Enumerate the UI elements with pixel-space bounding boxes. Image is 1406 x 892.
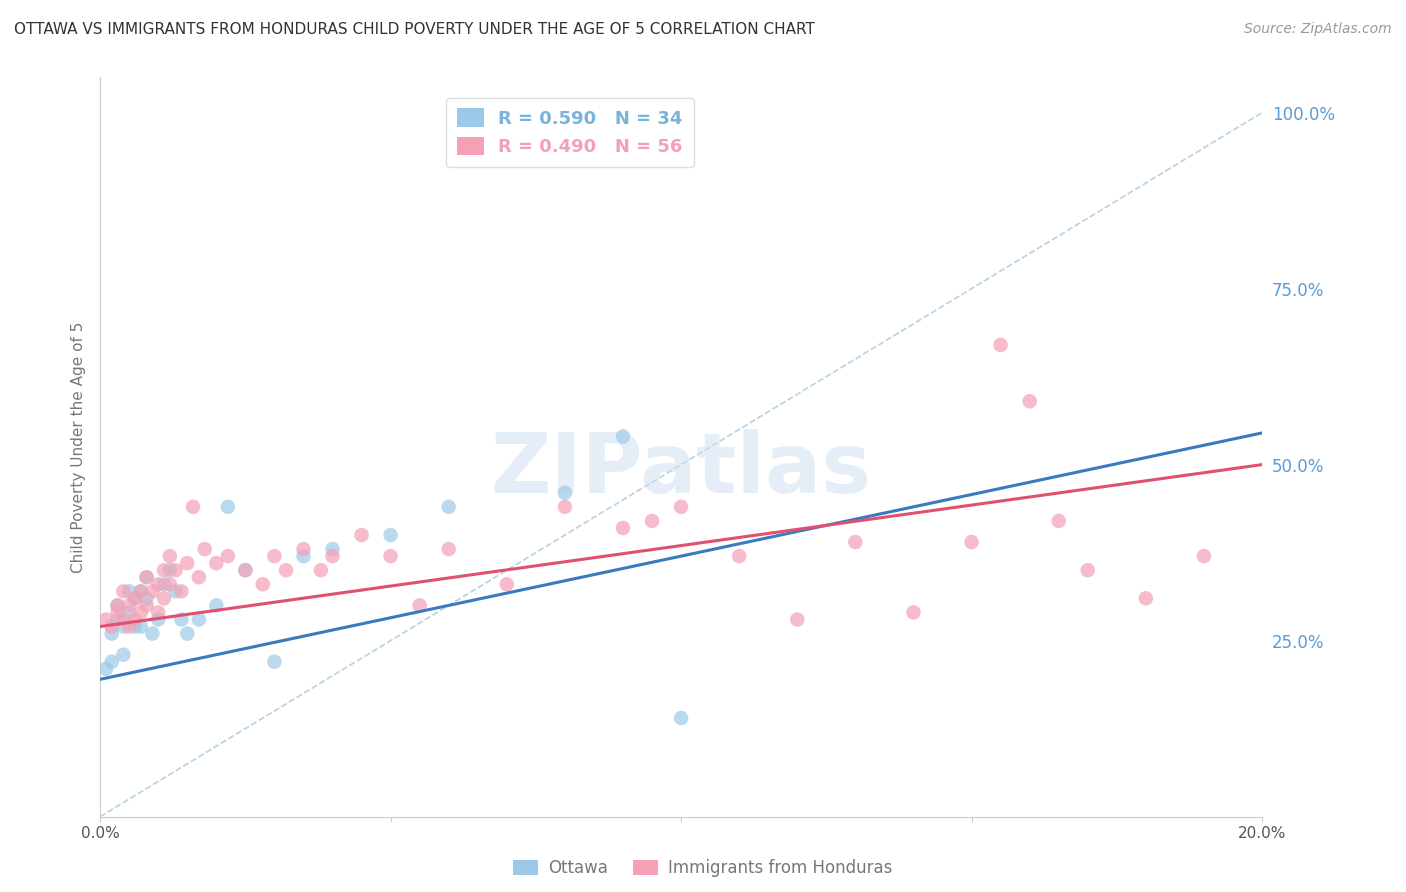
Point xyxy=(844,535,866,549)
Point xyxy=(148,606,170,620)
Point xyxy=(960,535,983,549)
Point xyxy=(292,542,315,557)
Point xyxy=(112,584,135,599)
Point xyxy=(217,500,239,514)
Point xyxy=(612,521,634,535)
Point xyxy=(135,599,157,613)
Point xyxy=(159,563,181,577)
Point xyxy=(129,584,152,599)
Point xyxy=(100,655,122,669)
Point xyxy=(100,619,122,633)
Point xyxy=(129,584,152,599)
Point xyxy=(159,549,181,563)
Point xyxy=(235,563,257,577)
Point xyxy=(194,542,217,557)
Point xyxy=(153,577,176,591)
Point xyxy=(321,542,343,557)
Point xyxy=(321,549,343,563)
Text: Source: ZipAtlas.com: Source: ZipAtlas.com xyxy=(1244,22,1392,37)
Point xyxy=(124,619,146,633)
Point xyxy=(437,542,460,557)
Point xyxy=(107,599,129,613)
Point xyxy=(112,619,135,633)
Point xyxy=(135,591,157,606)
Point xyxy=(786,612,808,626)
Point xyxy=(728,549,751,563)
Point xyxy=(148,577,170,591)
Point xyxy=(205,556,228,570)
Point xyxy=(107,606,129,620)
Point xyxy=(124,591,146,606)
Point xyxy=(153,563,176,577)
Point xyxy=(990,338,1012,352)
Point xyxy=(1047,514,1070,528)
Point xyxy=(205,599,228,613)
Point xyxy=(252,577,274,591)
Point xyxy=(235,563,257,577)
Point xyxy=(181,500,204,514)
Point xyxy=(118,619,141,633)
Text: OTTAWA VS IMMIGRANTS FROM HONDURAS CHILD POVERTY UNDER THE AGE OF 5 CORRELATION : OTTAWA VS IMMIGRANTS FROM HONDURAS CHILD… xyxy=(14,22,815,37)
Point xyxy=(129,619,152,633)
Point xyxy=(148,612,170,626)
Point xyxy=(274,563,297,577)
Point xyxy=(495,577,517,591)
Text: ZIPatlas: ZIPatlas xyxy=(491,429,872,509)
Point xyxy=(141,626,163,640)
Point xyxy=(124,612,146,626)
Point xyxy=(350,528,373,542)
Point xyxy=(554,485,576,500)
Point xyxy=(408,599,430,613)
Legend: Ottawa, Immigrants from Honduras: Ottawa, Immigrants from Honduras xyxy=(506,853,900,884)
Point xyxy=(903,606,925,620)
Point xyxy=(112,648,135,662)
Point xyxy=(176,626,198,640)
Point xyxy=(118,584,141,599)
Point xyxy=(1192,549,1215,563)
Point xyxy=(107,599,129,613)
Point xyxy=(380,528,402,542)
Point xyxy=(165,563,187,577)
Point xyxy=(94,662,117,676)
Point xyxy=(107,612,129,626)
Point xyxy=(554,500,576,514)
Y-axis label: Child Poverty Under the Age of 5: Child Poverty Under the Age of 5 xyxy=(72,321,86,573)
Point xyxy=(263,549,285,563)
Point xyxy=(669,500,692,514)
Point xyxy=(1077,563,1099,577)
Point xyxy=(153,591,176,606)
Point xyxy=(135,570,157,584)
Point xyxy=(118,606,141,620)
Point xyxy=(641,514,664,528)
Point xyxy=(129,606,152,620)
Point xyxy=(1135,591,1157,606)
Point xyxy=(176,556,198,570)
Point xyxy=(124,591,146,606)
Point xyxy=(100,626,122,640)
Point xyxy=(135,570,157,584)
Point xyxy=(170,584,193,599)
Point xyxy=(1018,394,1040,409)
Legend: R = 0.590   N = 34, R = 0.490   N = 56: R = 0.590 N = 34, R = 0.490 N = 56 xyxy=(446,97,693,167)
Point xyxy=(165,584,187,599)
Point xyxy=(159,577,181,591)
Point xyxy=(669,711,692,725)
Point xyxy=(263,655,285,669)
Point xyxy=(112,612,135,626)
Point xyxy=(187,570,209,584)
Point xyxy=(217,549,239,563)
Point xyxy=(437,500,460,514)
Point xyxy=(94,612,117,626)
Point xyxy=(380,549,402,563)
Point xyxy=(612,429,634,443)
Point xyxy=(141,584,163,599)
Point xyxy=(187,612,209,626)
Point xyxy=(118,599,141,613)
Point xyxy=(170,612,193,626)
Point xyxy=(292,549,315,563)
Point xyxy=(309,563,332,577)
